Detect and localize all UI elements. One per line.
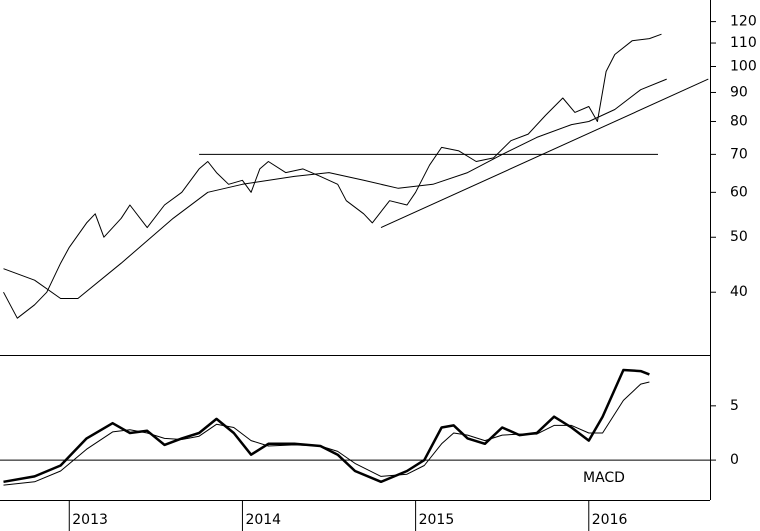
x-tick-label: 2016 xyxy=(592,512,628,528)
series-line xyxy=(3,33,662,319)
x-tick-label: 2015 xyxy=(419,512,455,528)
y-tick-label: 80 xyxy=(730,113,748,129)
y-tick-label: 100 xyxy=(730,59,757,75)
x-tick-label: 2014 xyxy=(245,512,281,528)
y-tick-label: 40 xyxy=(730,284,748,300)
series-line xyxy=(3,78,667,299)
annotation: MACD xyxy=(583,470,625,486)
series-line xyxy=(380,78,709,229)
x-tick-label: 2013 xyxy=(72,512,108,528)
y-tick-label: 0 xyxy=(730,452,739,468)
y-tick-label: 70 xyxy=(730,146,748,162)
y-tick-label: 120 xyxy=(730,14,757,30)
y-tick-label: 90 xyxy=(730,84,748,100)
y-tick-label: 50 xyxy=(730,229,748,245)
series-line xyxy=(3,381,650,486)
y-tick-label: 110 xyxy=(730,35,757,51)
y-tick-label: 60 xyxy=(730,184,748,200)
y-tick-label: 5 xyxy=(730,398,739,414)
